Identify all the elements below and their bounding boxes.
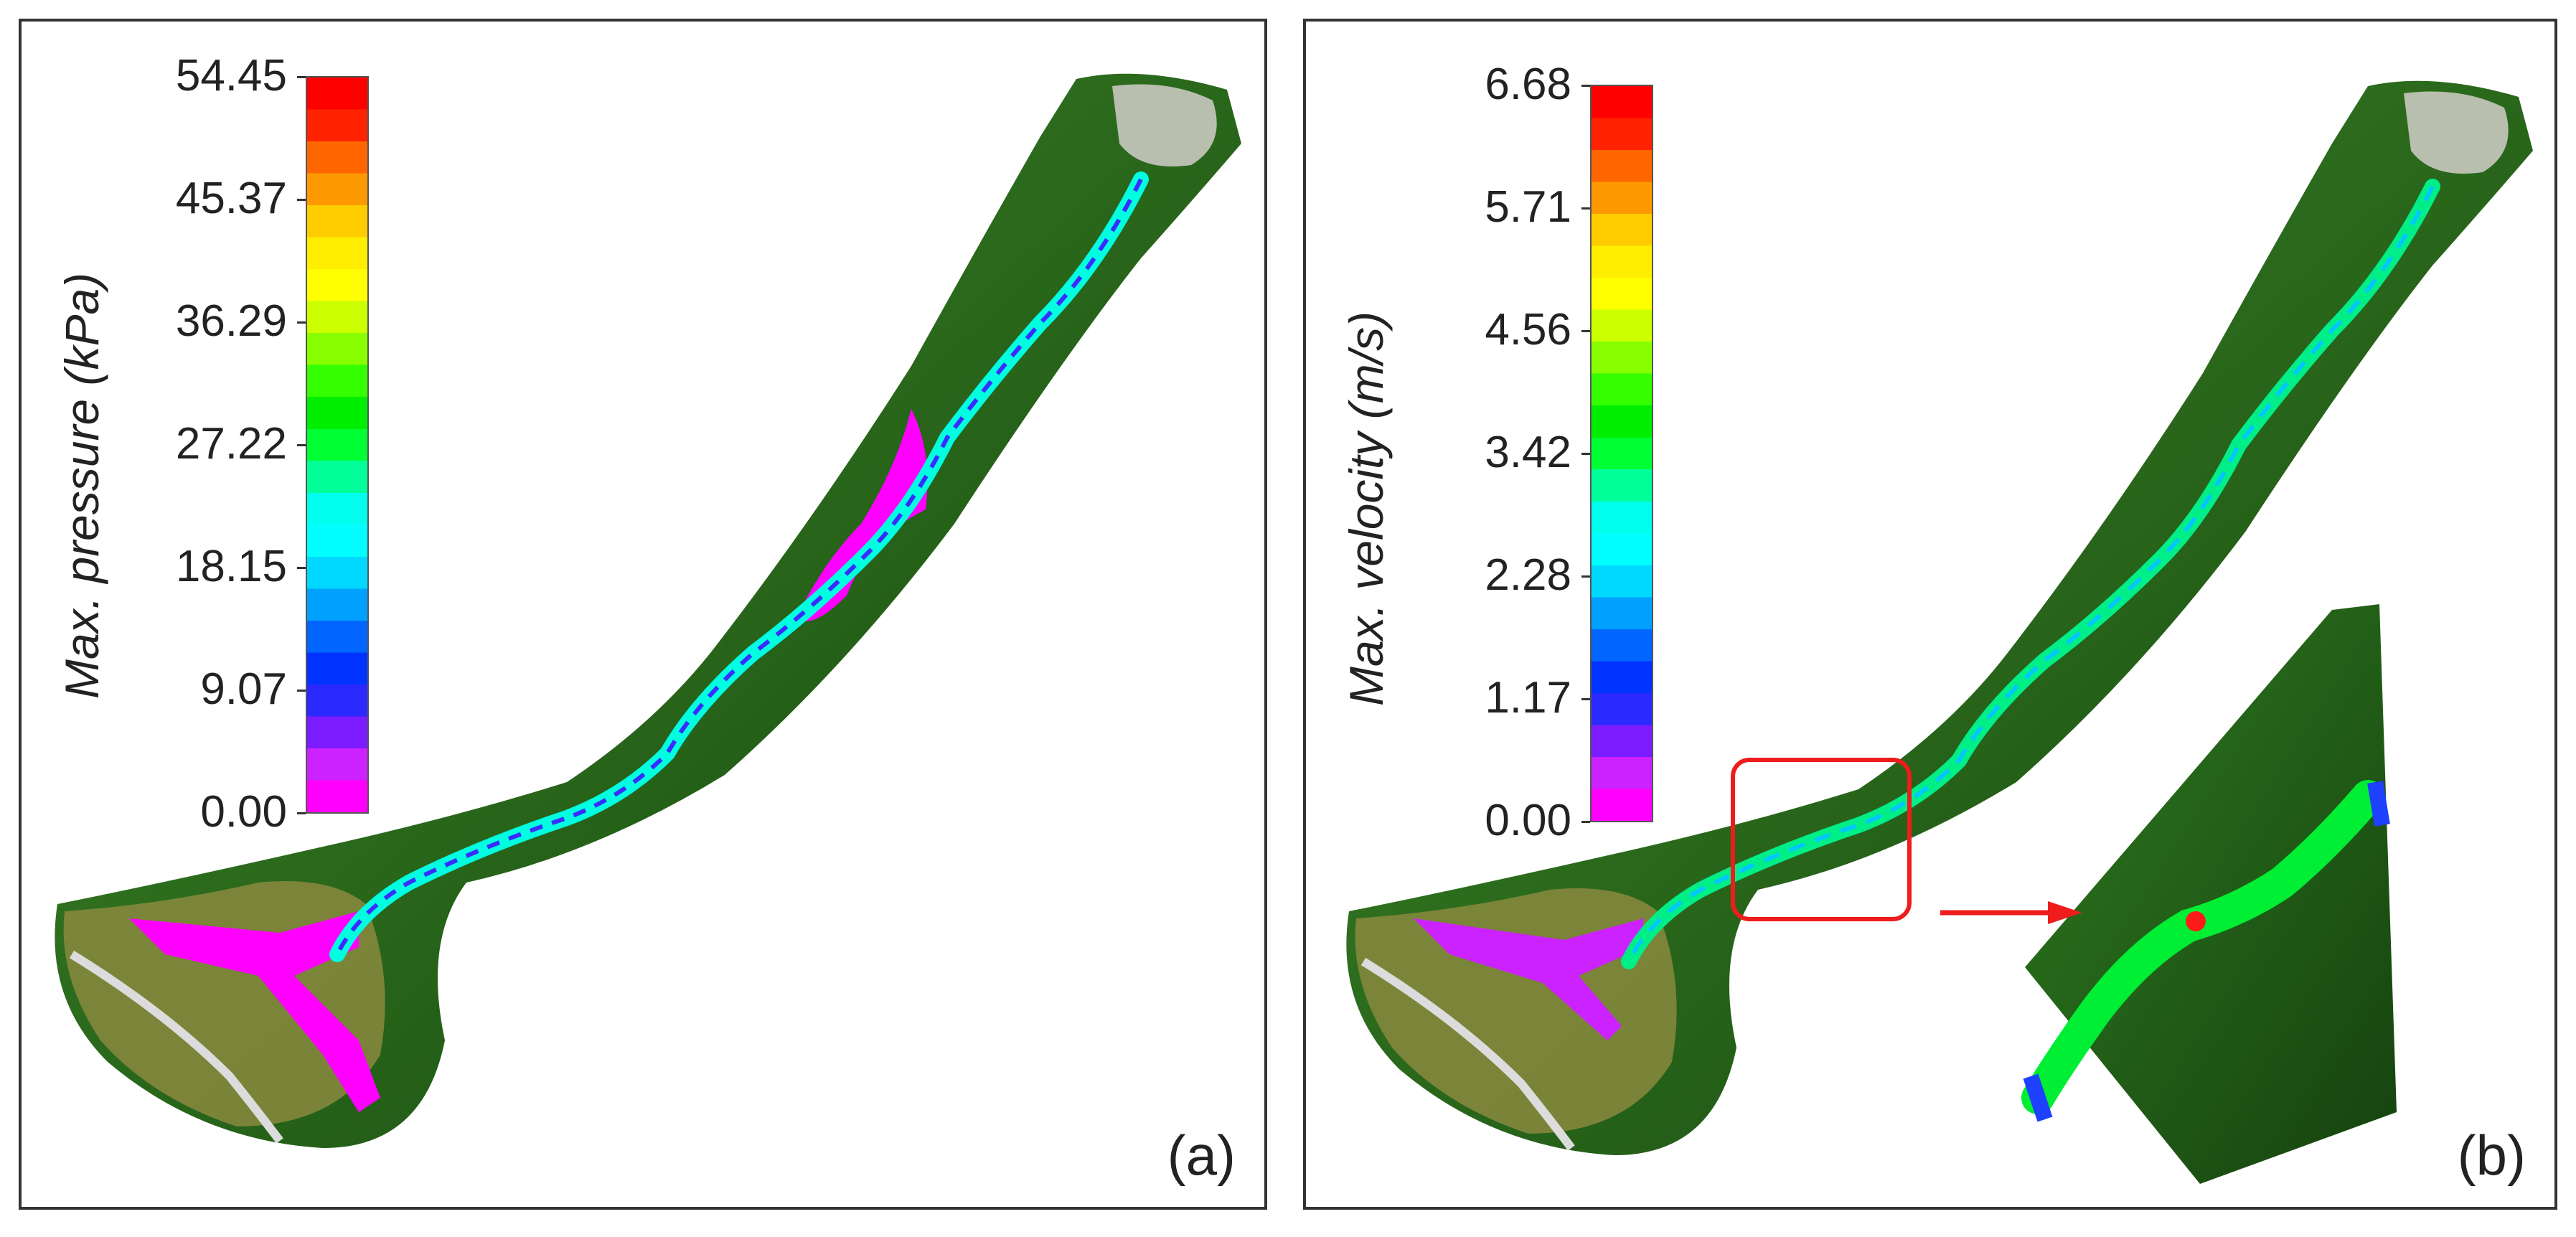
velocity-map-panel: Max. velocity (m/s) 6.68 5.71 4.56 3.42 …: [1303, 19, 2557, 1210]
quarry-area: [2404, 91, 2509, 174]
tick-label: 18.15: [175, 542, 287, 591]
zoom-highlight-box: [1731, 758, 1912, 921]
tick-mark: [1581, 821, 1590, 823]
zoom-inset-peak: [2186, 911, 2206, 931]
tick-mark: [1581, 575, 1590, 578]
tick-label: 27.22: [175, 419, 287, 469]
tick-label: 0.00: [1485, 796, 1571, 845]
tick-label: 5.71: [1485, 182, 1571, 232]
tick-mark: [297, 567, 306, 569]
zoom-inset: [2025, 604, 2397, 1184]
tick-mark: [297, 76, 306, 78]
road: [1360, 957, 1575, 1151]
tick-label: 3.42: [1485, 428, 1571, 477]
tick-label: 54.45: [175, 51, 287, 100]
pressure-map: [55, 73, 1241, 1148]
zoom-arrow-icon: [1940, 901, 2082, 924]
tick-mark: [297, 812, 306, 814]
colorbar: [1590, 85, 1653, 822]
pressure-map-panel: Max. pressure (kPa) 54.45 45.37 36.29 27…: [19, 19, 1267, 1210]
tick-mark: [1581, 207, 1590, 210]
deposit-fan: [1414, 918, 1643, 1040]
tick-mark: [1581, 453, 1590, 455]
tick-mark: [1581, 330, 1590, 332]
tick-mark: [297, 444, 306, 446]
colorbar: [306, 76, 369, 814]
panel-label: (b): [2457, 1124, 2526, 1187]
tick-mark: [1581, 85, 1590, 87]
flow-channel-edge: [335, 178, 1143, 956]
tick-label: 9.07: [200, 664, 287, 714]
colorbar-title: Max. velocity (m/s): [1340, 311, 1393, 706]
tick-mark: [297, 690, 306, 692]
terrain-forest: [55, 73, 1241, 1148]
panel-label: (a): [1167, 1124, 1236, 1187]
tick-mark: [1581, 698, 1590, 700]
tick-label: 4.56: [1485, 305, 1571, 354]
flow-channel-edge: [1627, 185, 2435, 963]
terrain-forest: [1346, 80, 2533, 1155]
zoom-inset-channel-edge: [2023, 781, 2390, 1122]
tick-label: 0.00: [200, 787, 287, 837]
deposit-fan: [129, 911, 380, 1112]
quarry-area: [1112, 84, 1217, 166]
tick-label: 45.37: [175, 174, 287, 223]
tick-label: 6.68: [1485, 60, 1571, 109]
tick-label: 2.28: [1485, 550, 1571, 600]
colorbar-title: Max. pressure (kPa): [55, 272, 108, 699]
road: [69, 950, 283, 1144]
tick-mark: [297, 199, 306, 201]
tick-label: 36.29: [175, 296, 287, 346]
tick-label: 1.17: [1485, 673, 1571, 723]
tick-mark: [297, 321, 306, 324]
deposit-patch-upper: [796, 409, 928, 621]
velocity-map: [1346, 80, 2533, 1184]
